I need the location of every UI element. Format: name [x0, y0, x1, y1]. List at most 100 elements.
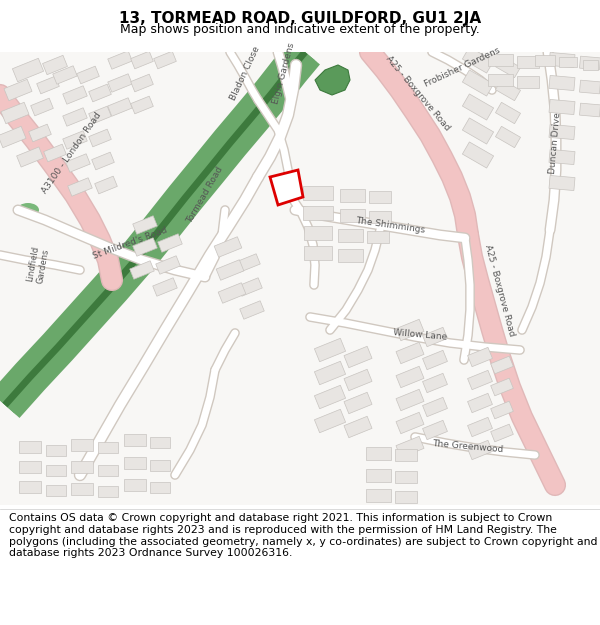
Bar — [340, 189, 365, 201]
Bar — [496, 126, 521, 148]
Bar — [396, 389, 424, 411]
Bar — [19, 481, 41, 493]
Bar — [344, 416, 372, 437]
Bar — [156, 256, 180, 274]
Bar — [396, 342, 424, 364]
Bar — [31, 98, 53, 116]
Bar — [98, 464, 118, 476]
Bar — [422, 398, 448, 417]
Bar — [214, 237, 242, 258]
Text: Willow Lane: Willow Lane — [392, 328, 448, 342]
Bar — [154, 51, 176, 69]
Text: A3100 - London Road: A3100 - London Road — [41, 111, 103, 195]
Bar — [95, 176, 118, 194]
Bar — [314, 409, 346, 432]
Bar — [218, 282, 246, 303]
Bar — [340, 209, 365, 221]
Bar — [549, 76, 575, 91]
Bar — [467, 441, 493, 459]
Text: The Shimmings: The Shimmings — [355, 216, 425, 234]
Bar — [153, 278, 177, 296]
Bar — [304, 226, 332, 240]
Bar — [365, 469, 391, 481]
Bar — [150, 436, 170, 447]
Text: A25 - Boxgrove Road: A25 - Boxgrove Road — [384, 54, 452, 132]
Bar — [467, 348, 493, 367]
Bar — [89, 129, 112, 147]
Bar — [422, 421, 448, 439]
Bar — [150, 481, 170, 492]
Bar — [535, 54, 555, 66]
Bar — [365, 489, 391, 501]
Bar — [396, 412, 424, 434]
Bar — [46, 444, 66, 456]
Bar — [549, 124, 575, 139]
Bar — [130, 261, 154, 279]
Bar — [0, 126, 26, 148]
Bar — [583, 60, 598, 70]
Bar — [108, 98, 132, 116]
Bar — [238, 278, 262, 296]
Bar — [124, 457, 146, 469]
Bar — [236, 254, 260, 272]
Bar — [517, 76, 539, 88]
Bar — [66, 154, 90, 173]
Bar — [491, 424, 514, 442]
Bar — [46, 464, 66, 476]
Bar — [63, 131, 87, 149]
Bar — [158, 234, 182, 253]
Bar — [124, 434, 146, 446]
Bar — [396, 436, 424, 457]
Bar — [19, 461, 41, 473]
Bar — [463, 70, 494, 96]
Bar — [68, 177, 92, 196]
Bar — [133, 238, 157, 256]
Bar — [303, 186, 333, 200]
Bar — [496, 102, 521, 124]
Bar — [63, 107, 87, 126]
Bar — [369, 191, 391, 203]
Bar — [77, 66, 100, 84]
Text: St Mildred's Road: St Mildred's Road — [92, 226, 169, 261]
Bar — [216, 260, 244, 280]
Text: A25 - Boxgrove Road: A25 - Boxgrove Road — [484, 243, 517, 337]
Bar — [150, 459, 170, 471]
Bar — [71, 483, 93, 495]
Bar — [487, 54, 512, 66]
Text: Duncan Drive: Duncan Drive — [548, 112, 562, 174]
Text: Tormead Road: Tormead Road — [185, 165, 225, 225]
Bar — [98, 441, 118, 452]
Bar — [422, 328, 448, 347]
Bar — [580, 56, 600, 70]
Bar — [4, 79, 32, 101]
Bar — [580, 103, 600, 117]
Bar — [131, 74, 154, 92]
Bar — [44, 144, 67, 162]
Bar — [337, 249, 362, 261]
Polygon shape — [270, 170, 303, 205]
Bar — [303, 206, 333, 220]
Bar — [395, 471, 417, 483]
Bar — [463, 94, 494, 120]
Bar — [549, 52, 575, 68]
Bar — [131, 96, 154, 114]
Bar — [19, 441, 41, 453]
Bar — [53, 66, 77, 84]
Bar — [467, 418, 493, 437]
Bar — [108, 51, 132, 69]
Bar — [43, 56, 67, 74]
Text: Elgin Gardens: Elgin Gardens — [271, 41, 296, 104]
Bar — [337, 229, 362, 241]
Bar — [467, 371, 493, 389]
Bar — [124, 479, 146, 491]
Polygon shape — [315, 65, 350, 95]
Ellipse shape — [17, 203, 39, 217]
Bar — [314, 361, 346, 385]
Bar — [422, 351, 448, 369]
Bar — [1, 102, 29, 124]
Bar — [549, 149, 575, 164]
Bar — [133, 216, 157, 234]
Bar — [367, 231, 389, 243]
Bar — [549, 99, 575, 114]
Bar — [63, 86, 87, 104]
